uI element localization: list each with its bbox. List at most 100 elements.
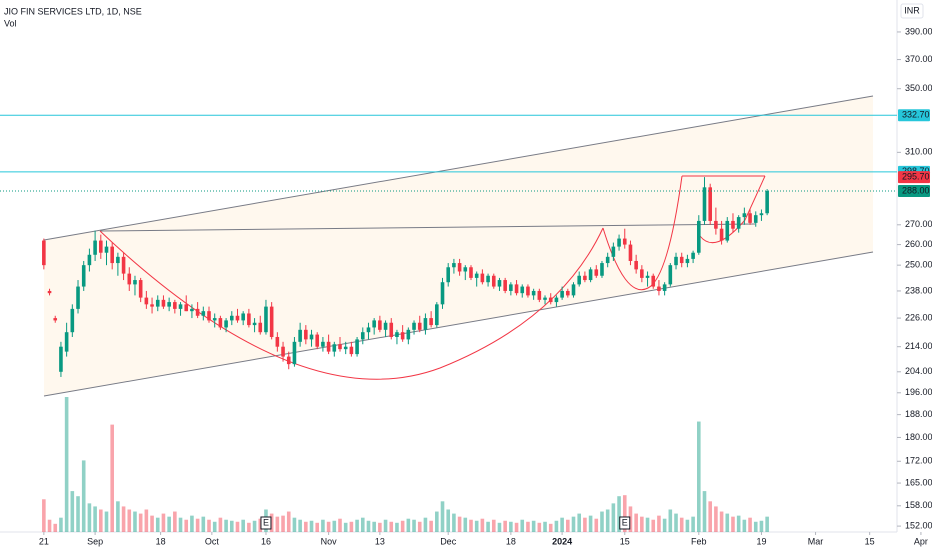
candle-body — [155, 299, 160, 307]
candle-body — [338, 344, 342, 350]
y-tick-label: 370.00 — [905, 54, 932, 64]
volume-bar — [218, 517, 223, 532]
candle-body — [662, 284, 667, 291]
candle-body — [247, 313, 251, 326]
volume-bar — [190, 515, 194, 532]
candle-body — [64, 332, 69, 352]
candle-body — [736, 217, 741, 229]
volume-label: Vol — [4, 18, 17, 28]
volume-bar — [338, 518, 342, 532]
currency-box[interactable] — [900, 3, 924, 19]
volume-bar — [349, 521, 354, 532]
volume-bar — [395, 522, 399, 532]
volume-bar — [355, 519, 359, 532]
y-tick-label: 214.00 — [905, 341, 932, 351]
volume-bar — [343, 522, 348, 532]
volume-bar — [714, 506, 718, 532]
candle-body — [622, 238, 627, 245]
volume-bar — [173, 511, 177, 532]
y-tick-label: 350.00 — [905, 83, 932, 93]
volume-bar — [93, 506, 97, 532]
candle-body — [412, 322, 416, 330]
volume-bar — [360, 517, 365, 532]
volume-bar — [548, 523, 553, 532]
candle-body — [742, 213, 747, 218]
volume-bar — [435, 511, 439, 532]
candle-body — [617, 238, 621, 247]
candle-body — [725, 220, 730, 241]
volume-bar — [645, 517, 650, 532]
event-label: E — [622, 517, 628, 527]
candle-body — [714, 220, 718, 229]
volume-bar — [554, 520, 559, 532]
volume-bar — [634, 513, 638, 532]
candle-body — [144, 297, 149, 305]
volume-bar — [697, 421, 701, 532]
event-box — [260, 516, 272, 530]
cup-curve-2 — [602, 175, 683, 291]
volume-bar — [372, 521, 376, 532]
candle-body — [651, 275, 656, 287]
volume-bar — [503, 520, 507, 532]
volume-bar — [491, 519, 496, 532]
volume-bar — [332, 520, 337, 532]
candle-body — [708, 187, 712, 221]
x-tick-label: 15 — [865, 536, 875, 546]
candle-body — [116, 256, 120, 264]
price-badge-label: 295.70 — [902, 171, 930, 181]
candle-body — [104, 246, 109, 253]
volume-bar — [622, 495, 627, 532]
volume-bar — [583, 517, 587, 532]
volume-bar — [184, 519, 189, 532]
volume-bar — [389, 521, 394, 532]
candle-body — [668, 265, 673, 285]
volume-bar — [212, 521, 217, 532]
event-label: E — [263, 517, 269, 527]
candle-body — [395, 332, 399, 337]
candle-body — [264, 306, 268, 333]
volume-bar — [269, 513, 274, 532]
candle-body — [252, 322, 257, 326]
candle-body — [167, 302, 171, 307]
candle-body — [304, 329, 308, 340]
volume-bar — [594, 518, 599, 532]
volume-bar — [53, 523, 58, 532]
y-tick-label: 238.00 — [905, 285, 932, 295]
price-badge-label: 332.70 — [902, 110, 930, 120]
candle-body — [748, 213, 752, 223]
candle-body — [571, 284, 576, 296]
candle-body — [309, 334, 314, 340]
candle-body — [235, 315, 240, 321]
candle-body — [138, 280, 143, 298]
volume-bar — [685, 519, 690, 532]
candle-body — [640, 269, 644, 278]
candle-body — [560, 290, 564, 298]
candle-body — [429, 318, 433, 326]
y-tick-label: 226.00 — [905, 312, 932, 322]
candle-body — [360, 332, 365, 340]
candle-body — [731, 220, 735, 229]
candle-body — [178, 304, 183, 309]
volume-bar — [674, 513, 678, 532]
candle-body — [292, 341, 297, 365]
candle-body — [298, 329, 302, 342]
candle-body — [389, 322, 394, 337]
x-tick-label: Feb — [691, 536, 707, 546]
volume-bar — [252, 520, 257, 532]
x-tick-label: 2024 — [552, 536, 572, 546]
volume-bar — [440, 501, 445, 532]
x-tick-label: 18 — [506, 536, 516, 546]
candle-body — [53, 318, 58, 321]
price-badge-label: 288.00 — [902, 185, 930, 195]
volume-bar — [64, 397, 69, 532]
volume-bar — [452, 513, 456, 532]
candle-body — [463, 267, 468, 272]
candle-body — [611, 246, 616, 257]
candle-body — [212, 318, 217, 321]
volume-bar — [87, 503, 92, 532]
x-tick-label: Nov — [321, 536, 338, 546]
candle-body — [275, 336, 280, 347]
candle-body — [269, 306, 274, 337]
volume-bar — [469, 519, 473, 532]
